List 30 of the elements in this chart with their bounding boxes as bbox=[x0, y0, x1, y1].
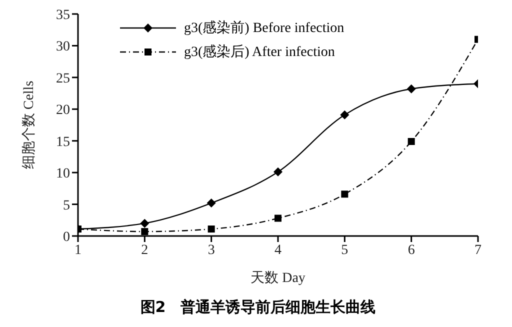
y-tick-label: 10 bbox=[56, 166, 70, 182]
x-tick-label: 4 bbox=[274, 242, 282, 258]
y-tick-label: 20 bbox=[56, 103, 70, 118]
point bbox=[208, 226, 215, 233]
point bbox=[340, 110, 350, 120]
y-tick-label: 25 bbox=[56, 71, 70, 86]
y-tick-label: 30 bbox=[56, 40, 70, 55]
legend-label: g3(感染后) After infection bbox=[184, 43, 335, 61]
point bbox=[140, 218, 150, 228]
x-tick-label: 6 bbox=[408, 242, 415, 258]
x-tick-label: 7 bbox=[474, 242, 482, 258]
y-tick-label: 35 bbox=[56, 8, 70, 23]
point bbox=[406, 84, 416, 94]
y-axis-title: 细胞个数 Cells bbox=[20, 80, 37, 170]
text: 图2 普通羊诱导前后细胞生长曲线 bbox=[139, 298, 377, 317]
y-tick-label: 5 bbox=[63, 198, 70, 214]
point bbox=[274, 214, 282, 222]
point bbox=[141, 228, 148, 236]
x-tick-label: 5 bbox=[341, 242, 348, 258]
x-tick-label: 3 bbox=[208, 242, 215, 258]
y-tick-label: 15 bbox=[56, 134, 70, 150]
x-tick-label: 2 bbox=[141, 242, 148, 258]
x-tick-label: 1 bbox=[74, 242, 82, 258]
point bbox=[408, 138, 415, 145]
y-tick-label: 0 bbox=[63, 230, 70, 245]
point bbox=[274, 167, 282, 176]
point bbox=[341, 190, 348, 198]
x-axis-title: 天数 Day bbox=[250, 270, 306, 286]
point bbox=[206, 198, 216, 208]
legend-label: g3(感染前) Before infection bbox=[184, 19, 344, 37]
